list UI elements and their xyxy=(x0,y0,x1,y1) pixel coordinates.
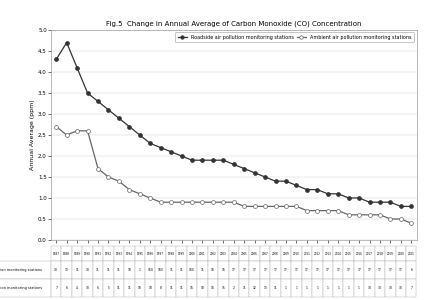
Ambient air pollution monitoring stations xyxy=(398,217,403,221)
Ambient air pollution monitoring stations xyxy=(106,175,111,179)
Ambient air pollution monitoring stations xyxy=(127,188,132,191)
Roadside air pollution monitoring stations xyxy=(210,158,215,162)
Roadside air pollution monitoring stations xyxy=(85,91,90,95)
Ambient air pollution monitoring stations xyxy=(242,205,247,208)
Roadside air pollution monitoring stations xyxy=(294,184,299,187)
Legend: Roadside air pollution monitoring stations, Ambient air pollution monitoring sta: Roadside air pollution monitoring statio… xyxy=(175,32,414,42)
Ambient air pollution monitoring stations xyxy=(221,200,226,204)
Roadside air pollution monitoring stations xyxy=(367,200,372,204)
Roadside air pollution monitoring stations xyxy=(190,158,195,162)
Roadside air pollution monitoring stations xyxy=(106,108,111,112)
Ambient air pollution monitoring stations xyxy=(147,196,153,200)
Roadside air pollution monitoring stations xyxy=(137,133,142,137)
Roadside air pollution monitoring stations xyxy=(231,163,236,166)
Ambient air pollution monitoring stations xyxy=(357,213,362,217)
Ambient air pollution monitoring stations xyxy=(137,192,142,196)
Ambient air pollution monitoring stations xyxy=(179,200,184,204)
Ambient air pollution monitoring stations xyxy=(263,205,268,208)
Roadside air pollution monitoring stations xyxy=(377,200,382,204)
Roadside air pollution monitoring stations xyxy=(179,154,184,158)
Ambient air pollution monitoring stations xyxy=(54,125,59,128)
Ambient air pollution monitoring stations xyxy=(190,200,195,204)
Roadside air pollution monitoring stations xyxy=(54,58,59,61)
Roadside air pollution monitoring stations xyxy=(336,192,341,196)
Roadside air pollution monitoring stations xyxy=(325,192,330,196)
Ambient air pollution monitoring stations xyxy=(336,209,341,212)
Ambient air pollution monitoring stations xyxy=(252,205,257,208)
Roadside air pollution monitoring stations xyxy=(200,158,205,162)
Ambient air pollution monitoring stations xyxy=(377,213,382,217)
Ambient air pollution monitoring stations xyxy=(158,200,163,204)
Title: Fig.5  Change in Annual Average of Carbon Monoxide (CO) Concentration: Fig.5 Change in Annual Average of Carbon… xyxy=(106,21,362,27)
Roadside air pollution monitoring stations xyxy=(304,188,309,191)
Roadside air pollution monitoring stations xyxy=(388,200,393,204)
Ambient air pollution monitoring stations xyxy=(325,209,330,212)
Roadside air pollution monitoring stations xyxy=(315,188,320,191)
Roadside air pollution monitoring stations xyxy=(242,167,247,170)
Roadside air pollution monitoring stations xyxy=(116,116,122,120)
Roadside air pollution monitoring stations xyxy=(409,205,414,208)
Ambient air pollution monitoring stations xyxy=(116,179,122,183)
Roadside air pollution monitoring stations xyxy=(398,205,403,208)
Ambient air pollution monitoring stations xyxy=(169,200,174,204)
Y-axis label: Annual Average (ppm): Annual Average (ppm) xyxy=(30,100,35,170)
Roadside air pollution monitoring stations xyxy=(357,196,362,200)
Ambient air pollution monitoring stations xyxy=(85,129,90,133)
Ambient air pollution monitoring stations xyxy=(283,205,289,208)
Roadside air pollution monitoring stations xyxy=(273,179,278,183)
Roadside air pollution monitoring stations xyxy=(64,41,69,44)
Roadside air pollution monitoring stations xyxy=(263,175,268,179)
Roadside air pollution monitoring stations xyxy=(74,66,79,70)
Ambient air pollution monitoring stations xyxy=(294,205,299,208)
Roadside air pollution monitoring stations xyxy=(169,150,174,154)
Roadside air pollution monitoring stations xyxy=(221,158,226,162)
Ambient air pollution monitoring stations xyxy=(304,209,309,212)
Line: Roadside air pollution monitoring stations: Roadside air pollution monitoring statio… xyxy=(54,41,413,208)
Ambient air pollution monitoring stations xyxy=(409,221,414,225)
Ambient air pollution monitoring stations xyxy=(367,213,372,217)
Ambient air pollution monitoring stations xyxy=(315,209,320,212)
Roadside air pollution monitoring stations xyxy=(96,100,101,103)
Roadside air pollution monitoring stations xyxy=(127,125,132,128)
Ambient air pollution monitoring stations xyxy=(96,167,101,170)
Roadside air pollution monitoring stations xyxy=(252,171,257,175)
Ambient air pollution monitoring stations xyxy=(231,200,236,204)
Roadside air pollution monitoring stations xyxy=(283,179,289,183)
Roadside air pollution monitoring stations xyxy=(346,196,351,200)
Roadside air pollution monitoring stations xyxy=(147,142,153,145)
Ambient air pollution monitoring stations xyxy=(64,133,69,137)
Ambient air pollution monitoring stations xyxy=(200,200,205,204)
Ambient air pollution monitoring stations xyxy=(346,213,351,217)
Ambient air pollution monitoring stations xyxy=(388,217,393,221)
Line: Ambient air pollution monitoring stations: Ambient air pollution monitoring station… xyxy=(54,125,413,225)
Roadside air pollution monitoring stations xyxy=(158,146,163,149)
Ambient air pollution monitoring stations xyxy=(210,200,215,204)
Ambient air pollution monitoring stations xyxy=(273,205,278,208)
Ambient air pollution monitoring stations xyxy=(74,129,79,133)
